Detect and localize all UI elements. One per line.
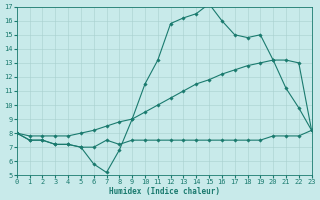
X-axis label: Humidex (Indice chaleur): Humidex (Indice chaleur) [109,187,220,196]
